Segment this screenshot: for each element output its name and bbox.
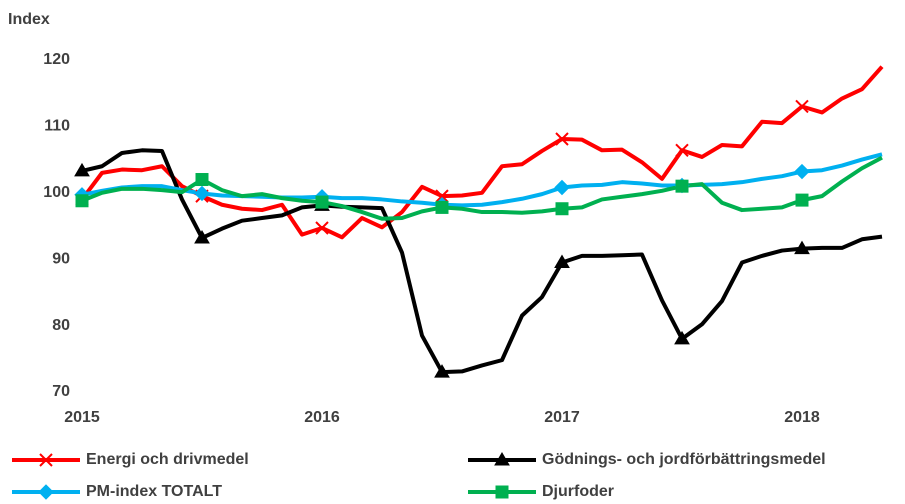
legend-label: Gödnings- och jordförbättringsmedel [542,451,826,468]
marker [674,330,690,345]
series-line [81,155,883,221]
marker [494,452,510,466]
marker [554,179,570,196]
legend-label: PM-index TOTALT [86,483,222,500]
marker [434,364,450,378]
marker [75,194,89,208]
legend-label: Energi och drivmedel [86,451,249,468]
x-tick-label: 2016 [304,409,340,426]
marker [435,189,449,203]
x-tick-label: 2015 [64,409,100,426]
x-tick-label: 2017 [544,409,580,426]
y-tick-label: 70 [52,383,70,400]
marker [495,485,509,499]
marker [794,240,810,255]
y-tick-label: 120 [43,51,70,68]
marker [194,185,210,202]
marker [195,173,209,187]
series-line [81,152,883,208]
y-tick-label: 80 [52,317,70,334]
marker [39,453,53,467]
y-tick-label: 110 [44,118,70,135]
y-axis-label: Index [8,11,50,28]
marker [675,179,689,193]
series-line [81,148,883,375]
marker [435,200,449,214]
marker [555,202,569,216]
marker [795,193,809,207]
marker [795,99,809,114]
series-line [80,65,884,240]
marker [315,195,329,209]
x-tick-label: 2018 [784,409,820,426]
marker [315,221,329,235]
legend-label: Djurfoder [542,483,614,500]
marker [555,132,569,146]
y-tick-label: 100 [43,184,70,201]
marker [194,229,210,244]
y-tick-label: 90 [52,250,70,267]
marker [554,254,570,269]
marker [38,484,54,500]
marker [675,143,689,158]
marker [794,163,810,180]
marker [74,162,90,177]
